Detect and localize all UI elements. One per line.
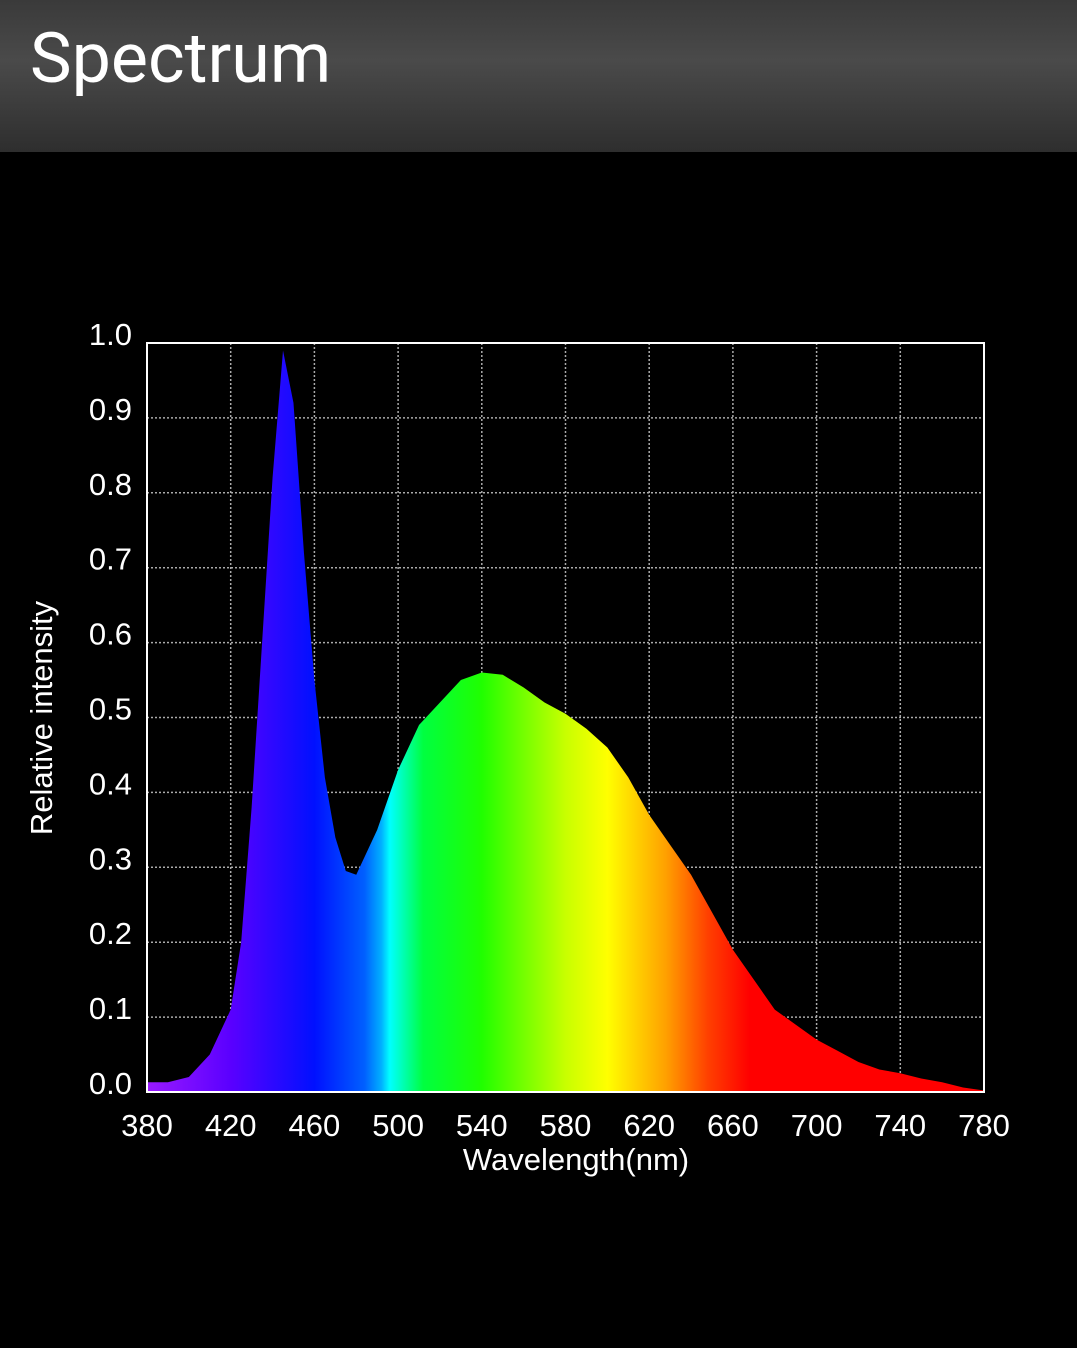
x-tick-label: 780 bbox=[958, 1108, 1010, 1143]
x-tick-label: 500 bbox=[372, 1108, 424, 1143]
y-tick-label: 0.7 bbox=[89, 542, 132, 577]
y-tick-label: 0.9 bbox=[89, 392, 132, 427]
y-tick-label: 0.1 bbox=[89, 991, 132, 1026]
y-tick-label: 0.4 bbox=[89, 766, 132, 801]
y-tick-label: 0.6 bbox=[89, 617, 132, 652]
x-tick-label: 420 bbox=[205, 1108, 257, 1143]
x-tick-label: 660 bbox=[707, 1108, 759, 1143]
x-tick-label: 540 bbox=[456, 1108, 508, 1143]
y-tick-label: 1.0 bbox=[89, 317, 132, 352]
x-tick-label: 580 bbox=[540, 1108, 592, 1143]
x-tick-label: 740 bbox=[874, 1108, 926, 1143]
y-tick-label: 0.0 bbox=[89, 1066, 132, 1101]
y-tick-label: 0.3 bbox=[89, 841, 132, 876]
x-tick-label: 620 bbox=[623, 1108, 675, 1143]
screen-title: Spectrum bbox=[30, 18, 332, 100]
y-axis-label: Relative intensity bbox=[24, 600, 59, 835]
y-tick-label: 0.5 bbox=[89, 692, 132, 727]
y-tick-label: 0.2 bbox=[89, 916, 132, 951]
plot-frame bbox=[146, 342, 985, 1093]
x-axis-label: Wavelength(nm) bbox=[463, 1142, 689, 1177]
plot bbox=[147, 350, 984, 1092]
x-tick-label: 460 bbox=[289, 1108, 341, 1143]
chart: Wavelength(nm) Relative intensity 0.0 0.1… bbox=[24, 317, 1010, 1177]
app-bar: Spectrum bbox=[0, 0, 1077, 152]
x-tick-label: 700 bbox=[791, 1108, 843, 1143]
y-tick-label: 0.8 bbox=[89, 467, 132, 502]
spectrum-area bbox=[147, 350, 984, 1092]
x-tick-label: 380 bbox=[121, 1108, 173, 1143]
